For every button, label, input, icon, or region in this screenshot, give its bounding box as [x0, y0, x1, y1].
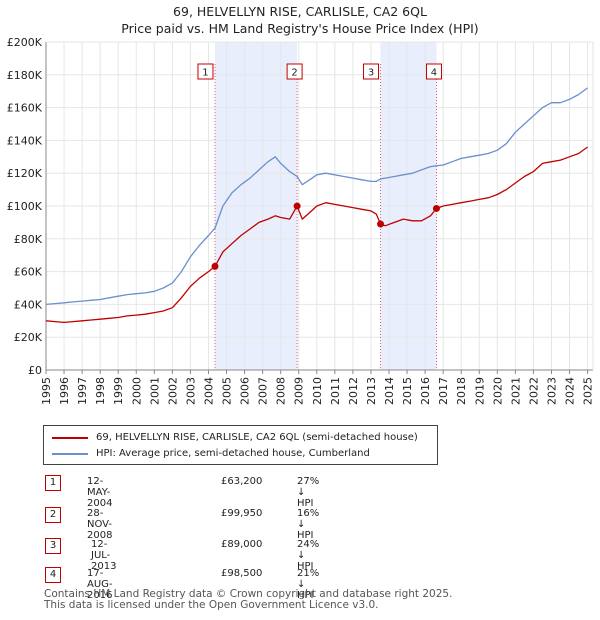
- y-tick-label: £20K: [14, 331, 43, 344]
- price-paid-line: [45, 146, 588, 324]
- x-tick-label: 2000: [130, 377, 143, 405]
- title-line-1: 69, HELVELLYN RISE, CARLISLE, CA2 6QL: [173, 4, 427, 19]
- transaction-badge: 4: [45, 567, 61, 583]
- y-tick-label: £200K: [7, 36, 43, 49]
- y-tick-label: £100K: [7, 200, 43, 213]
- x-tick-label: 2019: [473, 377, 486, 405]
- chart-title: 69, HELVELLYN RISE, CARLISLE, CA2 6QL Pr…: [0, 3, 600, 37]
- transaction-date: 17-AUG-2016: [87, 568, 113, 601]
- x-tick-label: 2020: [491, 377, 504, 405]
- transaction-date: 28-NOV-2008: [87, 508, 113, 541]
- footer-copyright: Contains HM Land Registry data © Crown c…: [44, 588, 453, 600]
- x-tick-label: 2023: [545, 377, 558, 405]
- footer-licence: This data is licensed under the Open Gov…: [44, 599, 379, 611]
- x-tick-label: 2011: [329, 377, 342, 405]
- y-tick-label: £80K: [14, 233, 43, 246]
- x-tick-label: 1999: [112, 377, 125, 405]
- x-tick-label: 2021: [509, 377, 522, 405]
- transaction-marker-label: 3: [368, 68, 374, 79]
- hpi-line: [45, 87, 588, 306]
- legend-label-property: 69, HELVELLYN RISE, CARLISLE, CA2 6QL (s…: [96, 432, 418, 443]
- price-chart: £0 £20K £40K £60K £80K £100K £120K £140K £160K £1…: [7, 36, 595, 405]
- title-line-2: Price paid vs. HM Land Registry's House …: [121, 21, 479, 36]
- x-tick-label: 2024: [564, 377, 577, 405]
- x-tick-label: 2002: [166, 377, 179, 405]
- transaction-date: 12-JUL-2013: [91, 539, 117, 572]
- transaction-price: £89,000: [221, 539, 263, 550]
- footer: Contains HM Land Registry data © Crown c…: [44, 589, 452, 611]
- x-tick-label: 2012: [347, 377, 360, 405]
- transaction-marker-label: 2: [291, 68, 297, 79]
- x-tick-label: 2022: [527, 377, 540, 405]
- x-tick-label: 2005: [221, 377, 234, 405]
- transaction-price: £99,950: [221, 508, 263, 519]
- transaction-point: [432, 204, 440, 212]
- x-tick-label: 2015: [401, 377, 414, 405]
- y-tick-label: £180K: [7, 69, 43, 82]
- legend-label-hpi: HPI: Average price, semi-detached house,…: [96, 448, 370, 459]
- x-tick-label: 2004: [202, 377, 215, 405]
- legend: 69, HELVELLYN RISE, CARLISLE, CA2 6QL (s…: [43, 425, 438, 465]
- transaction-marker-badge: [286, 63, 303, 80]
- transaction-price: £98,500: [221, 568, 263, 579]
- legend-item-property: 69, HELVELLYN RISE, CARLISLE, CA2 6QL (s…: [52, 432, 418, 443]
- x-tick-label: 1997: [76, 377, 89, 405]
- transaction-badge: 2: [45, 507, 61, 523]
- transaction-badge: 3: [45, 538, 61, 554]
- x-tick-label: 1998: [94, 377, 107, 405]
- transaction-hpi: 21% ↓ HPI: [297, 568, 320, 601]
- x-tick-label: 2009: [293, 377, 306, 405]
- x-tick-label: 2014: [383, 377, 396, 405]
- transaction-marker-label: 1: [202, 68, 208, 79]
- y-tick-label: £160K: [7, 102, 43, 115]
- x-tick-label: 2016: [419, 377, 432, 405]
- x-tick-label: 2018: [455, 377, 468, 405]
- transaction-point: [293, 202, 301, 210]
- transaction-point: [377, 220, 385, 228]
- transaction-hpi: 24% ↓ HPI: [297, 539, 320, 572]
- x-tick-label: 2008: [275, 377, 288, 405]
- y-tick-label: £140K: [7, 134, 43, 147]
- transaction-marker-badge: [363, 63, 380, 80]
- transaction-marker-label: 4: [431, 68, 437, 79]
- x-tick-label: 2013: [365, 377, 378, 405]
- transaction-marker-badge: [425, 63, 442, 80]
- legend-item-hpi: HPI: Average price, semi-detached house,…: [52, 448, 370, 459]
- legend-swatch-blue: [52, 452, 88, 455]
- x-tick-label: 2006: [239, 377, 252, 405]
- legend-swatch-red: [52, 436, 88, 439]
- x-tick-label: 1996: [58, 377, 71, 405]
- transaction-marker-badge: [197, 63, 214, 80]
- x-tick-label: 1995: [40, 377, 53, 405]
- y-tick-label: £40K: [14, 298, 43, 311]
- y-tick-label: £120K: [7, 167, 43, 180]
- transaction-point: [211, 262, 219, 270]
- x-tick-label: 2001: [148, 377, 161, 405]
- x-tick-label: 2025: [582, 377, 595, 405]
- transaction-price: £63,200: [221, 476, 263, 487]
- transaction-badge: 1: [45, 475, 61, 491]
- x-tick-label: 2007: [257, 377, 270, 405]
- y-tick-label: £0: [28, 364, 42, 377]
- transaction-hpi: 16% ↓ HPI: [297, 508, 320, 541]
- x-tick-label: 2003: [184, 377, 197, 405]
- x-tick-label: 2010: [311, 377, 324, 405]
- transaction-date: 12-MAY-2004: [87, 476, 113, 509]
- transaction-hpi: 27% ↓ HPI: [297, 476, 320, 509]
- y-tick-label: £60K: [14, 266, 43, 279]
- x-tick-label: 2017: [437, 377, 450, 405]
